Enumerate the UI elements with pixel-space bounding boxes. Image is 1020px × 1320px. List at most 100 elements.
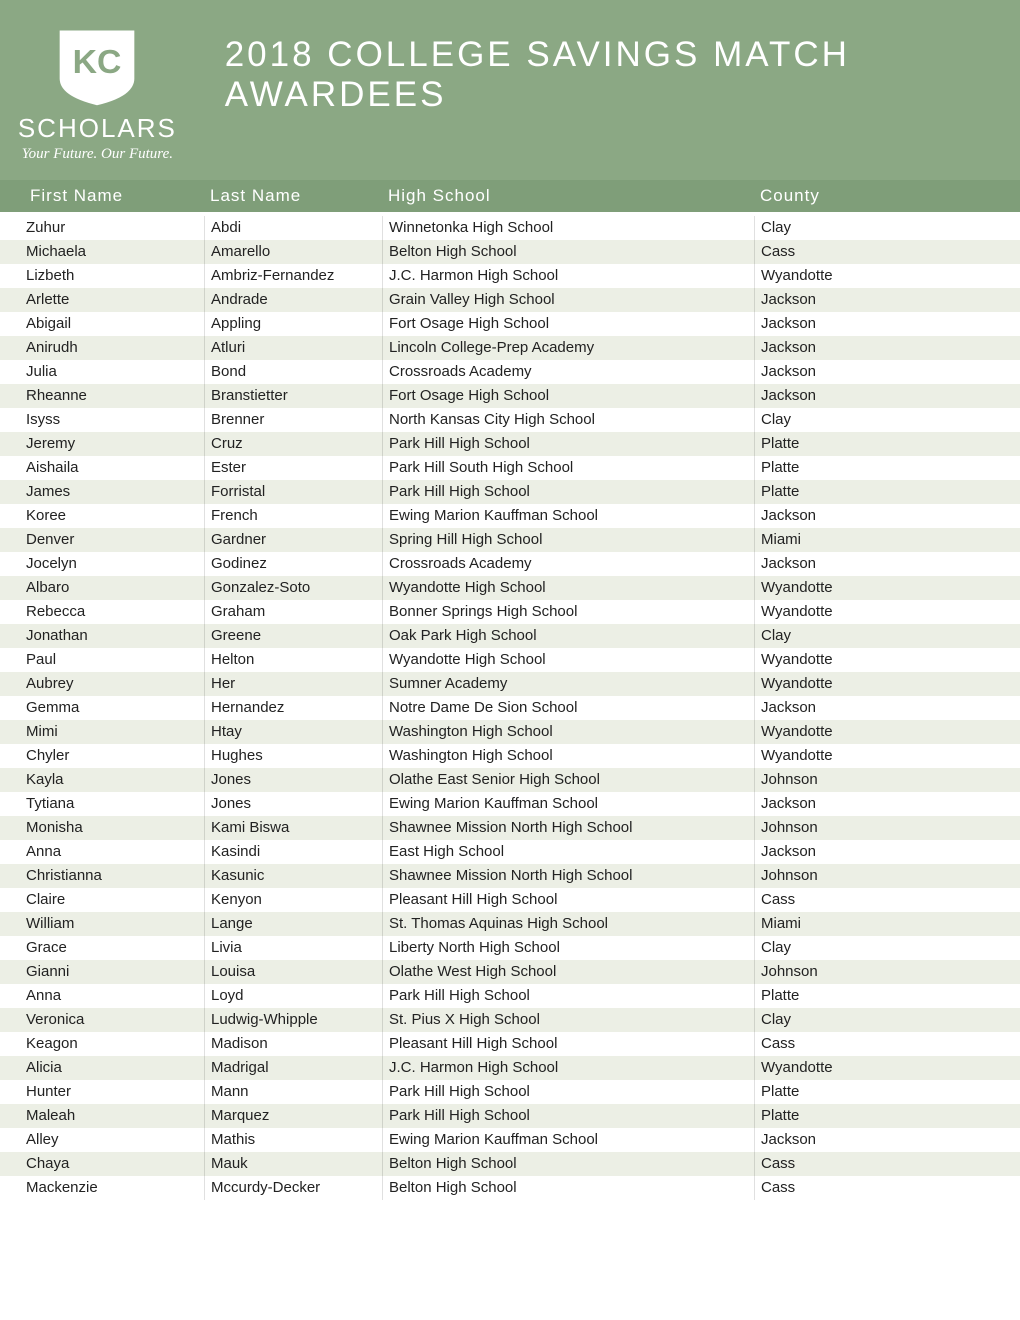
cell-county: Cass [754,1032,994,1056]
table-row: AnnaLoydPark Hill High SchoolPlatte [0,984,1020,1008]
cell-county: Wyandotte [754,744,994,768]
cell-last: Ester [204,456,382,480]
cell-last: Htay [204,720,382,744]
cell-county: Clay [754,1008,994,1032]
table-row: LizbethAmbriz-FernandezJ.C. Harmon High … [0,264,1020,288]
cell-county: Wyandotte [754,672,994,696]
table-row: JuliaBondCrossroads AcademyJackson [0,360,1020,384]
cell-county: Miami [754,528,994,552]
cell-first: Veronica [26,1008,204,1032]
cell-first: Tytiana [26,792,204,816]
cell-school: Park Hill High School [382,984,754,1008]
table-row: KeagonMadisonPleasant Hill High SchoolCa… [0,1032,1020,1056]
table-row: MaleahMarquezPark Hill High SchoolPlatte [0,1104,1020,1128]
cell-county: Clay [754,936,994,960]
table-row: HunterMannPark Hill High SchoolPlatte [0,1080,1020,1104]
logo-scholars-text: SCHOLARS [18,113,177,144]
cell-first: Paul [26,648,204,672]
cell-school: Park Hill South High School [382,456,754,480]
cell-last: Jones [204,792,382,816]
table-row: JamesForristalPark Hill High SchoolPlatt… [0,480,1020,504]
cell-county: Platte [754,480,994,504]
cell-county: Platte [754,1080,994,1104]
table-row: IsyssBrennerNorth Kansas City High Schoo… [0,408,1020,432]
cell-county: Wyandotte [754,600,994,624]
cell-first: Monisha [26,816,204,840]
table-row: GraceLiviaLiberty North High SchoolClay [0,936,1020,960]
table-row: PaulHeltonWyandotte High SchoolWyandotte [0,648,1020,672]
cell-school: Washington High School [382,720,754,744]
cell-school: Pleasant Hill High School [382,1032,754,1056]
cell-school: East High School [382,840,754,864]
cell-county: Jackson [754,552,994,576]
cell-county: Jackson [754,504,994,528]
cell-first: Anna [26,840,204,864]
cell-school: Winnetonka High School [382,216,754,240]
cell-last: Mauk [204,1152,382,1176]
cell-school: Oak Park High School [382,624,754,648]
cell-school: Ewing Marion Kauffman School [382,504,754,528]
cell-school: Liberty North High School [382,936,754,960]
cell-first: Arlette [26,288,204,312]
table-row: AbigailApplingFort Osage High SchoolJack… [0,312,1020,336]
cell-first: Jonathan [26,624,204,648]
cell-school: Shawnee Mission North High School [382,864,754,888]
cell-school: Park Hill High School [382,480,754,504]
cell-last: Gonzalez-Soto [204,576,382,600]
cell-county: Wyandotte [754,720,994,744]
table-row: DenverGardnerSpring Hill High SchoolMiam… [0,528,1020,552]
cell-last: Lange [204,912,382,936]
table-row: MimiHtayWashington High SchoolWyandotte [0,720,1020,744]
cell-last: Mann [204,1080,382,1104]
table-row: AnirudhAtluriLincoln College-Prep Academ… [0,336,1020,360]
table-row: ChayaMaukBelton High SchoolCass [0,1152,1020,1176]
cell-first: Michaela [26,240,204,264]
cell-first: Albaro [26,576,204,600]
cell-county: Jackson [754,288,994,312]
table-row: RebeccaGrahamBonner Springs High SchoolW… [0,600,1020,624]
column-header-county: County [754,186,994,206]
cell-county: Platte [754,432,994,456]
table-row: ChylerHughesWashington High SchoolWyando… [0,744,1020,768]
cell-last: Ambriz-Fernandez [204,264,382,288]
table-row: RheanneBranstietterFort Osage High Schoo… [0,384,1020,408]
header-band: KC SCHOLARS Your Future. Our Future. 201… [0,0,1020,180]
cell-last: Helton [204,648,382,672]
logo-shield-icon: KC [52,27,142,107]
cell-last: Kasunic [204,864,382,888]
table-row: VeronicaLudwig-WhippleSt. Pius X High Sc… [0,1008,1020,1032]
cell-last: Madrigal [204,1056,382,1080]
cell-county: Jackson [754,384,994,408]
cell-last: Hernandez [204,696,382,720]
table-row: AlleyMathisEwing Marion Kauffman SchoolJ… [0,1128,1020,1152]
cell-county: Jackson [754,792,994,816]
cell-first: Jeremy [26,432,204,456]
cell-school: Belton High School [382,240,754,264]
cell-first: Lizbeth [26,264,204,288]
logo: KC SCHOLARS Your Future. Our Future. [0,0,195,180]
cell-school: J.C. Harmon High School [382,1056,754,1080]
cell-last: Kasindi [204,840,382,864]
table-row: KoreeFrenchEwing Marion Kauffman SchoolJ… [0,504,1020,528]
cell-last: Kenyon [204,888,382,912]
column-header-school: High School [382,186,754,206]
cell-county: Johnson [754,960,994,984]
table-row: KaylaJonesOlathe East Senior High School… [0,768,1020,792]
table-row: JeremyCruzPark Hill High SchoolPlatte [0,432,1020,456]
cell-school: Fort Osage High School [382,312,754,336]
cell-school: Pleasant Hill High School [382,888,754,912]
cell-county: Jackson [754,840,994,864]
cell-county: Cass [754,1152,994,1176]
cell-county: Platte [754,984,994,1008]
cell-first: Maleah [26,1104,204,1128]
cell-school: J.C. Harmon High School [382,264,754,288]
cell-first: Hunter [26,1080,204,1104]
cell-school: St. Thomas Aquinas High School [382,912,754,936]
cell-county: Wyandotte [754,1056,994,1080]
cell-school: Sumner Academy [382,672,754,696]
cell-first: James [26,480,204,504]
cell-first: Aubrey [26,672,204,696]
cell-county: Cass [754,888,994,912]
cell-last: Jones [204,768,382,792]
cell-county: Johnson [754,768,994,792]
